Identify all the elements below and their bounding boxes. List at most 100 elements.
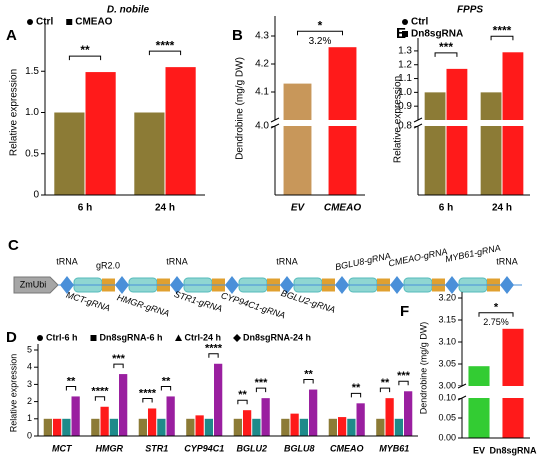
y-axis-label: Relative expression bbox=[9, 69, 20, 156]
grna-label: CMEAO-gRNA bbox=[387, 246, 448, 268]
y-tick-label: 3.20 bbox=[438, 292, 456, 302]
significance-bracket bbox=[237, 399, 248, 405]
percent-label: 2.75% bbox=[483, 317, 509, 327]
legend-marker bbox=[90, 335, 97, 341]
axis-break bbox=[412, 120, 532, 126]
bar bbox=[261, 398, 270, 436]
y-tick-label: 3.10 bbox=[438, 336, 456, 346]
y-tick-label: 4.3 bbox=[255, 31, 269, 42]
legend-label: Ctrl bbox=[36, 17, 53, 28]
panel-label: C bbox=[8, 237, 19, 254]
bar bbox=[394, 418, 404, 436]
bar bbox=[290, 413, 299, 436]
y-tick-label: 4.0 bbox=[255, 121, 269, 132]
break-mark bbox=[413, 117, 423, 123]
significance-label: **** bbox=[91, 386, 109, 398]
break-mark bbox=[457, 383, 467, 389]
y-tick-label: 4.1 bbox=[255, 87, 269, 98]
legend-label: Dn8sgRNA-24 h bbox=[243, 332, 311, 342]
chart-title: FPPS bbox=[457, 5, 483, 16]
significance-label: ** bbox=[352, 382, 361, 394]
x-tick-label: MCT bbox=[52, 443, 73, 453]
bar bbox=[195, 415, 204, 436]
bar bbox=[214, 363, 223, 436]
bar bbox=[376, 418, 385, 436]
panel-label: B bbox=[232, 27, 243, 44]
break-mark bbox=[270, 117, 280, 123]
significance-label: ** bbox=[381, 377, 390, 389]
panel-label: D bbox=[6, 329, 17, 346]
significance-bracket bbox=[303, 379, 314, 384]
y-tick-label: 0.10 bbox=[438, 392, 456, 402]
significance-label: ** bbox=[67, 375, 76, 387]
significance-label: *** bbox=[255, 377, 269, 389]
y-tick-label: 0.8 bbox=[398, 121, 412, 132]
significance-bracket bbox=[68, 55, 102, 61]
bar bbox=[165, 67, 196, 195]
significance-bracket bbox=[142, 397, 153, 403]
significance-label: ** bbox=[80, 43, 90, 57]
trna-label: tRNA bbox=[56, 256, 78, 266]
x-tick-label: BGLU2 bbox=[236, 443, 267, 453]
significance-label: *** bbox=[439, 40, 453, 54]
bar bbox=[43, 418, 52, 436]
chart-panel-b: B Dendrobine (mg/g DW) 4.1 4.2 4.3 4.0 EV CMEAO… bbox=[232, 16, 367, 214]
x-tick-label: EV bbox=[291, 203, 306, 214]
legend-marker bbox=[37, 335, 43, 341]
significance-label: **** bbox=[139, 387, 157, 399]
bar bbox=[157, 418, 166, 436]
bar bbox=[328, 418, 337, 436]
y-axis-label: Relative expression bbox=[8, 354, 18, 433]
x-tick-label: CMEAO bbox=[330, 443, 364, 453]
legend-marker bbox=[233, 334, 242, 342]
legend-label: Ctrl-6 h bbox=[46, 332, 78, 342]
grna-label: MCT-gRNA bbox=[65, 290, 112, 314]
significance-bracket bbox=[160, 385, 172, 391]
legend-label: CMEAO bbox=[75, 17, 112, 28]
y-tick-label: 3 bbox=[27, 379, 32, 389]
y-tick-label: 1.1 bbox=[398, 73, 412, 84]
y-tick-label: 0.9 bbox=[398, 101, 412, 112]
bar bbox=[52, 418, 62, 436]
x-tick-label: 6 h bbox=[439, 203, 453, 214]
y-tick-label: 1.3 bbox=[398, 46, 412, 57]
x-tick-label: 24 h bbox=[155, 203, 175, 214]
grna-label: STR1-gRNA bbox=[173, 289, 224, 314]
y-tick-label: 2 bbox=[27, 396, 32, 406]
legend-label: Dn8sgRNA bbox=[411, 29, 463, 40]
y-tick-label: 3.15 bbox=[438, 314, 456, 324]
trna-label: tRNA bbox=[166, 256, 188, 266]
chart-title: D. nobile bbox=[107, 5, 150, 16]
x-tick-label: CYP94C1 bbox=[184, 443, 224, 453]
y-tick-label: 0 bbox=[27, 430, 32, 440]
significance-bracket bbox=[208, 353, 219, 358]
axis-break bbox=[456, 386, 532, 398]
y-tick-label: 1 bbox=[27, 413, 32, 423]
y-axis-label: Relative expression bbox=[393, 76, 404, 163]
panel-label: E bbox=[396, 25, 406, 42]
significance-label: **** bbox=[493, 23, 512, 37]
bar bbox=[404, 391, 413, 436]
bar bbox=[54, 112, 85, 195]
bar bbox=[119, 374, 128, 436]
y-tick-label: 0.5 bbox=[25, 148, 39, 159]
significance-label: *** bbox=[397, 370, 411, 382]
x-tick-label: BGLU8 bbox=[284, 443, 315, 453]
bar bbox=[109, 418, 119, 436]
grna-label: BGLU8-gRNA bbox=[334, 251, 391, 273]
y-tick-label: 0.00 bbox=[438, 432, 456, 442]
bar bbox=[166, 396, 175, 436]
bar bbox=[480, 92, 502, 195]
bar bbox=[446, 68, 468, 195]
legend-label: Ctrl bbox=[411, 17, 428, 28]
legend-label: Ctrl-24 h bbox=[185, 332, 222, 342]
y-tick-label: 0.05 bbox=[438, 412, 456, 422]
significance-bracket bbox=[350, 392, 362, 398]
y-tick-label: 3.00 bbox=[438, 380, 456, 390]
bar bbox=[356, 403, 365, 436]
chart-panel-f: F Dendrobine (mg/g DW) 3.00 3.05 3.10 3.15 3.2… bbox=[400, 292, 537, 455]
significance-label: ** bbox=[162, 375, 171, 387]
grna-label: MYB61-gRNA bbox=[444, 243, 501, 265]
significance-bracket bbox=[297, 30, 343, 36]
